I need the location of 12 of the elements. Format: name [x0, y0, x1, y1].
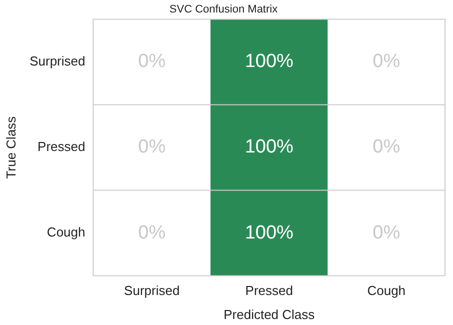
x-tick-label: Surprised: [124, 283, 180, 298]
y-tick-label: Cough: [46, 224, 86, 240]
data-label: 100%: [244, 51, 294, 72]
x-axis-title: Predicted Class: [224, 306, 316, 322]
y-tick-label: Pressed: [38, 139, 86, 154]
y-axis-title: True Class: [3, 116, 18, 179]
data-label: 100%: [244, 136, 294, 158]
data-label: 100%: [244, 222, 294, 244]
chart-title: SVC Confusion Matrix: [169, 4, 278, 16]
x-tick-label: Cough: [367, 283, 406, 298]
y-tick-label: Surprised: [30, 54, 86, 69]
x-tick-label: Pressed: [245, 283, 293, 298]
